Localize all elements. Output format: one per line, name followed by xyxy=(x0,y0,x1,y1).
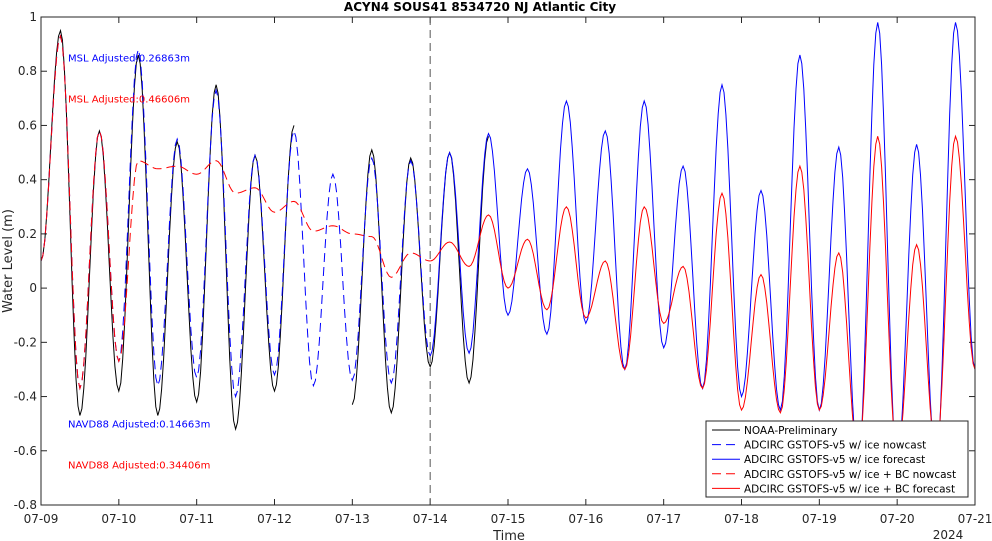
y-tick-label: 1 xyxy=(29,10,37,24)
x-axis-label: Time xyxy=(492,529,525,541)
x-tick-label: 07-19 xyxy=(802,512,837,526)
year-label: 2024 xyxy=(933,528,964,541)
x-tick-label: 07-16 xyxy=(568,512,603,526)
series-line-4 xyxy=(40,34,431,391)
x-tick-label: 07-17 xyxy=(646,512,681,526)
plot-frame xyxy=(40,16,976,506)
series-line-5 xyxy=(430,134,976,458)
y-axis-label: Water Level (m) xyxy=(1,209,16,313)
x-tick-label: 07-20 xyxy=(880,512,915,526)
y-tick-label: 0.4 xyxy=(18,173,37,187)
x-tick-label: 07-11 xyxy=(179,512,214,526)
legend-label: ADCIRC GSTOFS-v5 w/ ice + BC forecast xyxy=(744,483,955,495)
x-tick-label: 07-09 xyxy=(24,512,59,526)
x-tick-label: 07-18 xyxy=(724,512,759,526)
y-tick-label: -0.8 xyxy=(14,498,37,512)
adjustment-annotation: MSL Adjusted:0.26863m xyxy=(68,54,190,65)
x-tick-label: 07-10 xyxy=(101,512,136,526)
legend-label: ADCIRC GSTOFS-v5 w/ ice nowcast xyxy=(744,440,926,452)
legend-box xyxy=(705,420,969,498)
legend-label: NOAA-Preliminary xyxy=(744,425,837,437)
x-tick-label: 07-15 xyxy=(491,512,526,526)
adjustment-annotation: NAVD88 Adjusted:0.34406m xyxy=(68,460,210,471)
y-tick-label: 0 xyxy=(29,281,37,295)
x-tick-label: 07-21 xyxy=(958,512,992,526)
y-tick-label: -0.6 xyxy=(14,444,37,458)
legend-label: ADCIRC GSTOFS-v5 w/ ice + BC nowcast xyxy=(744,469,956,481)
y-tick-label: -0.2 xyxy=(14,335,37,349)
adjustment-annotation: MSL Adjusted:0.46606m xyxy=(68,94,190,105)
x-tick-label: 07-14 xyxy=(413,512,448,526)
legend: NOAA-Preliminary ADCIRC GSTOFS-v5 w/ ice … xyxy=(705,420,969,498)
adjustment-annotation: NAVD88 Adjusted:0.14663m xyxy=(68,420,210,431)
x-tick-label: 07-13 xyxy=(335,512,370,526)
legend-label: ADCIRC GSTOFS-v5 w/ ice forecast xyxy=(744,454,925,466)
chart-title: ACYN4 SOUS41 8534720 NJ Atlantic City xyxy=(344,0,616,14)
y-tick-label: 0.2 xyxy=(18,227,37,241)
y-tick-label: 0.8 xyxy=(18,64,37,78)
y-tick-label: 0.6 xyxy=(18,118,37,132)
x-tick-label: 07-12 xyxy=(257,512,292,526)
y-tick-label: -0.4 xyxy=(14,390,37,404)
